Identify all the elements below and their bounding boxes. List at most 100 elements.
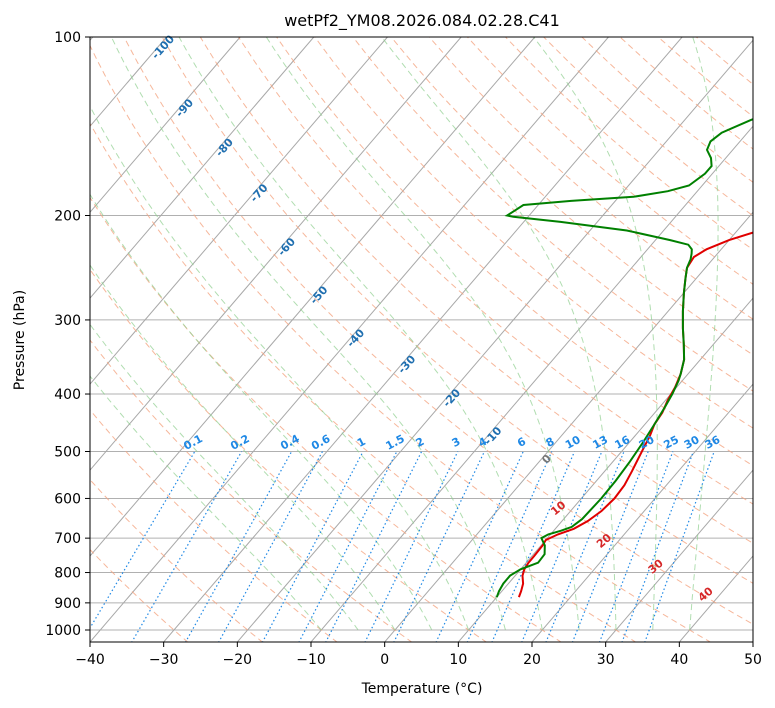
moist-adiabat-label: -90 bbox=[173, 96, 196, 120]
chart-title: wetPf2_YM08.2026.084.02.28.C41 bbox=[284, 11, 560, 31]
mixing-ratio-label: 20 bbox=[637, 433, 657, 452]
moist-adiabat-label: -80 bbox=[213, 136, 236, 160]
x-tick-label: 30 bbox=[597, 652, 615, 668]
moist-adiabat bbox=[90, 264, 396, 631]
mixing-ratio-line bbox=[491, 451, 576, 642]
dry-adiabat-label: 30 bbox=[646, 556, 666, 576]
dry-adiabat bbox=[276, 37, 753, 467]
plot-frame bbox=[89, 36, 754, 643]
moist-adiabat bbox=[90, 323, 359, 631]
mixing-ratio-line bbox=[90, 451, 196, 630]
isotherm-line bbox=[310, 125, 753, 642]
y-tick-label: 400 bbox=[54, 387, 81, 403]
y-axis: 100 200 300 400 500 600 700 800 900 1000 bbox=[45, 30, 90, 639]
moist-adiabat-label: -60 bbox=[275, 235, 298, 259]
isotherm-line bbox=[384, 211, 753, 642]
dry-adiabat bbox=[352, 37, 753, 392]
mixing-ratio-label: 25 bbox=[661, 433, 681, 452]
isotherm-line bbox=[678, 555, 753, 642]
isotherm-line bbox=[605, 469, 753, 642]
x-axis-label: Temperature (°C) bbox=[361, 681, 483, 697]
mixing-ratio-label: 0.4 bbox=[278, 432, 302, 453]
mixing-ratio-label: 1.5 bbox=[384, 432, 407, 453]
mixing-ratio-line bbox=[644, 451, 715, 642]
moist-adiabat-label: -40 bbox=[344, 326, 367, 350]
dry-adiabat bbox=[90, 339, 413, 642]
moist-adiabat bbox=[90, 375, 322, 631]
adiabat-labels: 0.1 0.2 0.4 0.6 1 1.5 2 3 4 6 8 10 13 16 20 25 30 36-100-… bbox=[149, 32, 723, 604]
dry-adiabat bbox=[90, 196, 562, 642]
dry-adiabat bbox=[390, 37, 753, 356]
mixing-ratio-label: 0.6 bbox=[309, 432, 333, 453]
mixing-ratio-line bbox=[466, 451, 553, 642]
mixing-ratio-line bbox=[571, 451, 649, 642]
y-tick-label: 700 bbox=[54, 531, 81, 547]
dry-adiabat bbox=[161, 37, 753, 584]
x-tick-label: 50 bbox=[744, 652, 762, 668]
mixing-ratio-label: 0.1 bbox=[181, 432, 204, 453]
mixing-ratio-line bbox=[131, 451, 243, 642]
dry-adiabat bbox=[657, 37, 753, 118]
dry-adiabat-label: 20 bbox=[594, 531, 614, 551]
mixing-ratio-label: 13 bbox=[590, 433, 610, 452]
moist-adiabat bbox=[265, 37, 580, 631]
dewpoint-profile bbox=[495, 118, 753, 598]
moist-adiabat bbox=[178, 37, 543, 631]
mixing-ratio-label: 16 bbox=[613, 433, 633, 452]
dry-adiabat bbox=[467, 37, 753, 285]
mixing-ratio-label: 8 bbox=[544, 435, 557, 450]
mixing-ratio-line bbox=[364, 451, 459, 642]
dry-adiabat bbox=[90, 478, 264, 642]
dry-adiabat bbox=[314, 37, 753, 429]
mixing-ratio-line bbox=[435, 451, 524, 642]
x-tick-label: 40 bbox=[670, 652, 688, 668]
dry-adiabat bbox=[543, 37, 753, 217]
mixing-ratio-line bbox=[393, 451, 485, 642]
dry-adiabat bbox=[90, 122, 637, 642]
dry-adiabat-label: 10 bbox=[548, 498, 568, 518]
isotherm-line bbox=[90, 37, 609, 642]
dry-adiabat bbox=[695, 37, 753, 85]
mixing-ratio-line bbox=[545, 451, 625, 642]
mixing-ratio-label: 10 bbox=[563, 433, 583, 452]
y-tick-label: 600 bbox=[54, 491, 81, 507]
sounding-series bbox=[495, 118, 753, 598]
mixing-ratio-line bbox=[521, 451, 603, 642]
dry-adiabat bbox=[199, 37, 753, 544]
dry-adiabat bbox=[90, 268, 488, 642]
y-tick-label: 500 bbox=[54, 444, 81, 460]
y-axis-label: Pressure (hPa) bbox=[12, 290, 28, 390]
dry-adiabat bbox=[90, 44, 712, 642]
isotherm-line bbox=[457, 297, 753, 642]
y-tick-label: 300 bbox=[54, 313, 81, 329]
y-tick-label: 1000 bbox=[45, 623, 81, 639]
y-tick-label: 100 bbox=[54, 30, 81, 46]
mixing-ratio-label: 36 bbox=[703, 433, 723, 452]
y-tick-label: 900 bbox=[54, 596, 81, 612]
moist-adiabat-label: -20 bbox=[440, 386, 463, 410]
moist-adiabat bbox=[110, 37, 506, 631]
moist-adiabat bbox=[90, 105, 470, 631]
mixing-ratio-label: 3 bbox=[450, 435, 463, 450]
x-tick-label: −30 bbox=[149, 652, 179, 668]
background-grid bbox=[90, 37, 753, 642]
dry-adiabat bbox=[90, 409, 338, 642]
mixing-ratio-line bbox=[218, 451, 323, 642]
x-tick-label: −40 bbox=[75, 652, 105, 668]
moist-adiabat-label: -30 bbox=[395, 353, 418, 377]
x-tick-label: 20 bbox=[523, 652, 541, 668]
y-tick-label: 200 bbox=[54, 209, 81, 225]
dry-adiabat bbox=[238, 37, 753, 505]
mixing-ratio-line bbox=[598, 451, 674, 642]
isotherm-line bbox=[90, 37, 315, 299]
mixing-ratio-line bbox=[621, 451, 694, 642]
moist-adiabat bbox=[689, 37, 719, 631]
isotherm-line bbox=[90, 37, 462, 471]
mixing-ratio-label: 6 bbox=[515, 435, 528, 450]
x-tick-label: −20 bbox=[223, 652, 253, 668]
moist-adiabat-label: -70 bbox=[248, 181, 271, 205]
isotherm-line bbox=[90, 37, 241, 213]
dry-adiabat bbox=[90, 548, 189, 642]
isotherm-line bbox=[90, 37, 388, 385]
